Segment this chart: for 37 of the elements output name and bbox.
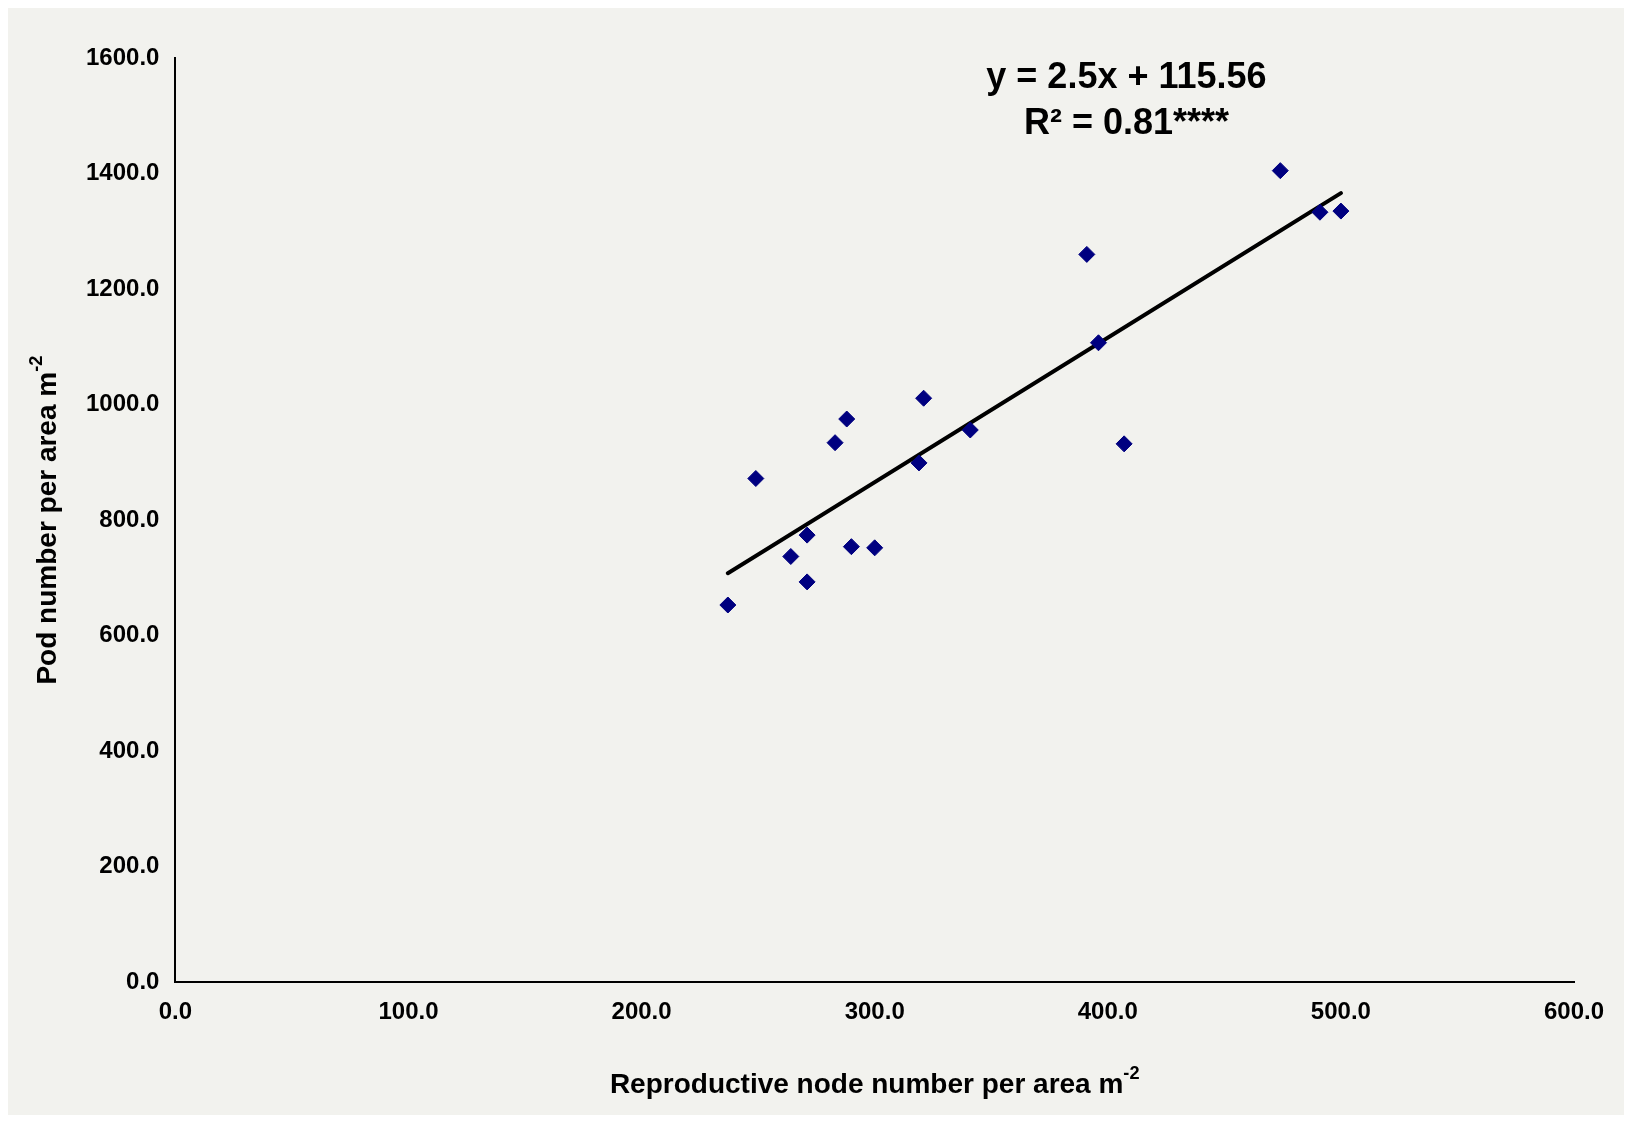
point (842, 538, 860, 556)
y-axis-title: Pod number per area m-2 (25, 355, 62, 685)
point (1115, 435, 1133, 453)
y-tick-label: 600.0 (99, 620, 160, 648)
point (798, 526, 816, 544)
x-tick-label: 500.0 (1310, 997, 1371, 1025)
point (1311, 203, 1329, 221)
y-tick-label: 1600.0 (86, 42, 160, 70)
point (1089, 334, 1107, 352)
y-tick-label: 1000.0 (86, 389, 160, 417)
point (915, 389, 933, 407)
x-tick-label: 200.0 (611, 997, 672, 1025)
point (1078, 245, 1096, 263)
point (719, 596, 737, 614)
y-tick-label: 1200.0 (86, 273, 160, 301)
point (838, 410, 856, 428)
point (910, 454, 928, 472)
point (747, 470, 765, 488)
annotation: R² = 0.81**** (1023, 100, 1230, 142)
point (782, 547, 800, 565)
x-tick-label: 400.0 (1077, 997, 1138, 1025)
annotation: y = 2.5x + 115.56 (986, 54, 1267, 96)
y-tick-label: 0.0 (126, 966, 160, 994)
point (1332, 202, 1350, 220)
point (1271, 162, 1289, 180)
point (866, 539, 884, 557)
x-tick-label: 100.0 (378, 997, 439, 1025)
y-tick-label: 800.0 (99, 504, 160, 532)
y-tick-label: 400.0 (99, 735, 160, 763)
x-tick-label: 300.0 (844, 997, 905, 1025)
point (961, 421, 979, 439)
y-tick-label: 1400.0 (86, 158, 160, 186)
point (826, 434, 844, 452)
y-tick-label: 200.0 (99, 851, 160, 879)
x-tick-label: 0.0 (158, 997, 193, 1025)
point (798, 573, 816, 591)
x-tick-label: 600.0 (1543, 997, 1605, 1025)
